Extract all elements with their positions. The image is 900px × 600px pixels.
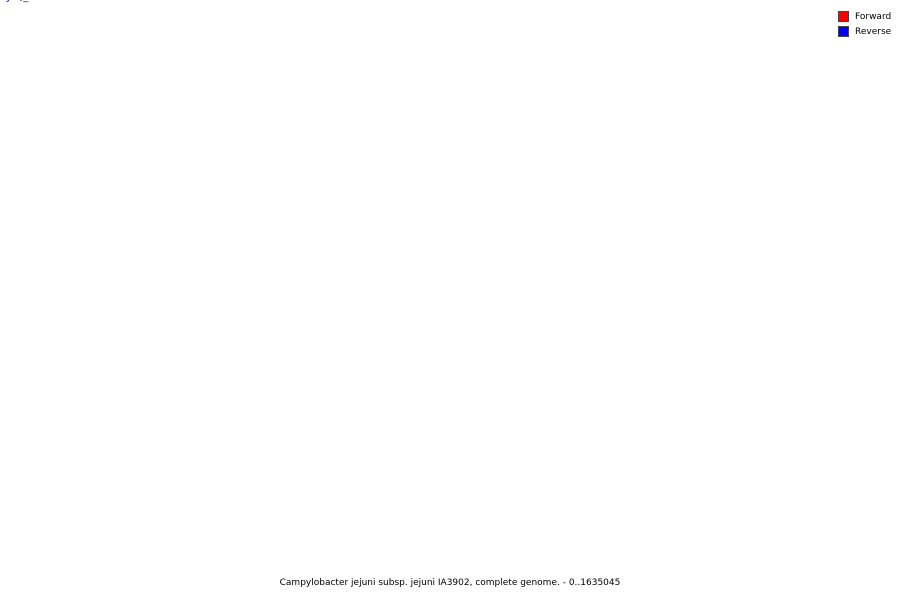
legend-label-reverse: Reverse [855, 26, 892, 37]
gene-label-flaA: flaA [0, 0, 19, 3]
tick-label: 1265 kbp [0, 0, 24, 2]
legend-item-reverse: Reverse [838, 24, 891, 39]
map-caption: Campylobacter jejuni subsp. jejuni IA390… [279, 578, 621, 588]
legend: Forward Reverse [838, 9, 891, 39]
gene-label-CJSA_1275: CJSA_1275 [0, 0, 54, 3]
tick-label: 1260 kbp [0, 0, 24, 2]
legend-label-forward: Forward [855, 11, 892, 22]
reverse-swatch [838, 26, 849, 37]
tick-label: 1255 kbp [0, 0, 24, 2]
forward-swatch [838, 11, 849, 22]
tick-label: 1270 kbp [0, 0, 24, 2]
legend-item-forward: Forward [838, 9, 891, 24]
tick-label: 1275 kbp [0, 0, 24, 2]
gene-label-flaB: flaB [0, 0, 19, 3]
